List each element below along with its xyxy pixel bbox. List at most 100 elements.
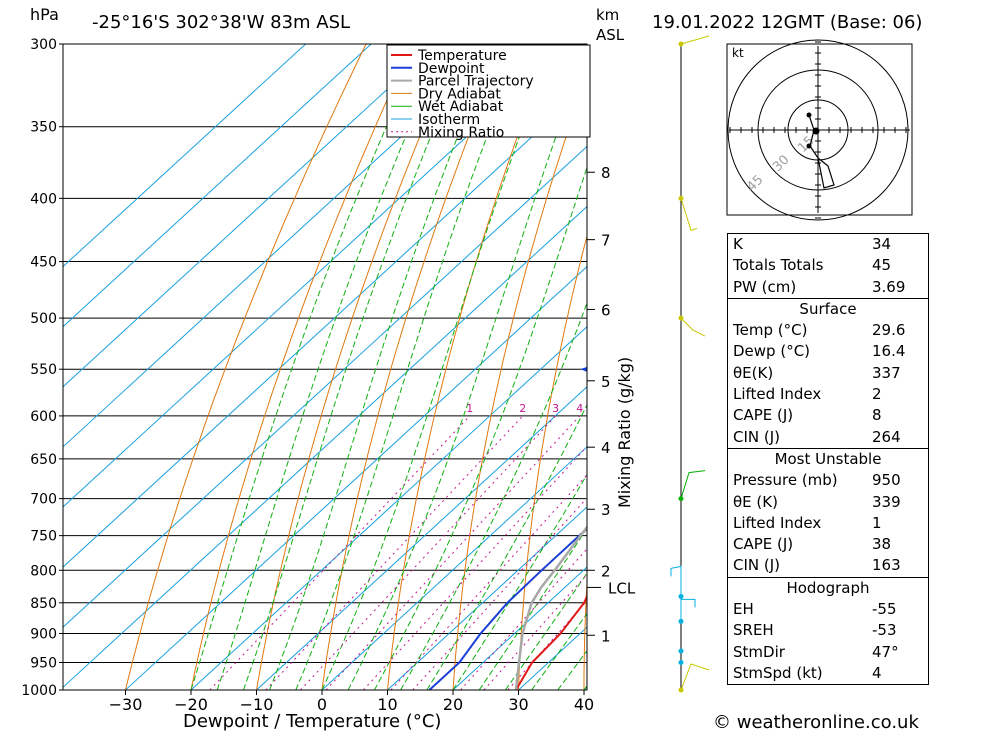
wet-adiabat-line <box>295 44 524 690</box>
temperature-line <box>515 593 587 690</box>
surface-row: CIN (J) 264 <box>728 427 928 448</box>
legend-item-label: Isotherm <box>418 112 480 128</box>
most-unstable-section-title: Most Unstable <box>728 447 928 470</box>
index-value: 3.69 <box>872 277 906 296</box>
x-tick-label: 40 <box>574 695 594 714</box>
km-tick-label: 4 <box>601 439 611 457</box>
mixing-ratio-label: 1 <box>466 402 473 415</box>
skewt-grid <box>63 44 977 690</box>
pressure-tick-label: 350 <box>30 120 57 136</box>
mixing-ratio-line <box>300 415 556 690</box>
index-label: Lifted Index <box>733 513 822 532</box>
x-tick-label: 10 <box>377 695 397 714</box>
hodograph-storm-motion <box>812 127 820 135</box>
wind-level-dot <box>678 195 684 201</box>
legend-item-label: Parcel Trajectory <box>418 74 534 90</box>
datetime-title: 19.01.2022 12GMT (Base: 06) <box>652 12 922 33</box>
index-label: CIN (J) <box>733 556 781 575</box>
mixing-ratio-line <box>390 474 587 690</box>
index-label: EH <box>733 600 754 619</box>
wind-barb <box>680 663 710 691</box>
mixing-ratio-label: 8 <box>637 402 644 415</box>
index-label: CAPE (J) <box>733 406 794 425</box>
wind-level-dot <box>678 618 684 624</box>
pressure-tick-label: 800 <box>30 563 57 579</box>
dry-adiabat-line <box>387 44 553 690</box>
hodograph-row: EH -55 <box>728 599 928 620</box>
wet-adiabat-line <box>347 49 587 690</box>
pressure-tick-label: 950 <box>30 655 57 671</box>
hodograph-point <box>806 112 812 118</box>
index-row-tt: Totals Totals 45 <box>728 255 928 276</box>
isotherm-line <box>63 44 306 268</box>
wind-level-dot <box>678 593 684 599</box>
altitude-unit-label-2: ASL <box>596 26 625 44</box>
wet-adiabat-line <box>269 44 496 690</box>
pressure-tick-label: 500 <box>30 311 57 327</box>
index-label: Dewp (°C) <box>733 342 811 361</box>
skewt-axes: 3003504004505005506006507007508008509009… <box>21 37 635 714</box>
plot-frame <box>62 43 588 691</box>
isotherm-line <box>125 265 587 690</box>
x-tick-label: −30 <box>109 695 143 714</box>
parcel-trajectory-line <box>514 525 587 690</box>
mixing-ratio-label: 2 <box>519 402 526 415</box>
index-value: 8 <box>872 406 882 425</box>
index-row-k: K 34 <box>728 234 928 255</box>
mixing-ratio-line <box>362 445 587 690</box>
isotherm-line <box>63 145 587 628</box>
index-value: 34 <box>872 235 892 253</box>
pressure-tick-label: 550 <box>30 362 57 378</box>
index-value: -55 <box>872 600 897 619</box>
wind-level-dot <box>678 659 684 665</box>
mixing-ratio-label: 10 <box>655 402 669 415</box>
wind-level-dot <box>678 648 684 654</box>
lcl-label: LCL <box>608 579 636 597</box>
km-tick-label: 7 <box>601 232 611 250</box>
dry-adiabat-line <box>321 44 506 690</box>
km-tick-label: 1 <box>601 627 611 645</box>
index-value: 950 <box>872 471 901 490</box>
dry-adiabat-line <box>943 44 977 690</box>
legend-item-label: Temperature <box>417 48 507 64</box>
pressure-tick-label: 1000 <box>21 683 57 699</box>
isotherm-line <box>190 326 587 690</box>
km-tick-label: 6 <box>601 301 611 319</box>
isotherm-line <box>63 44 437 388</box>
index-value: 264 <box>872 427 901 446</box>
x-tick-label: 20 <box>443 695 463 714</box>
surface-row: θE(K) 337 <box>728 363 928 384</box>
mixing-ratio-line <box>507 599 587 690</box>
wind-level-dot <box>678 496 684 502</box>
index-label: PW (cm) <box>733 277 797 296</box>
index-value: 45 <box>872 256 892 275</box>
mixing-ratio-label: 16 <box>699 402 713 415</box>
wind-barb-profile <box>670 35 710 693</box>
index-value: 38 <box>872 535 892 554</box>
index-value: 163 <box>872 556 901 575</box>
skewt-series: 12346810162025 <box>428 366 713 690</box>
legend-item-label: Mixing Ratio <box>418 125 504 141</box>
x-axis-title: Dewpoint / Temperature (°C) <box>183 711 441 732</box>
isotherm-line <box>452 566 587 690</box>
x-tick-label: −10 <box>240 695 274 714</box>
pressure-tick-label: 900 <box>30 626 57 642</box>
isotherm-line <box>63 205 587 688</box>
km-tick-label: 3 <box>601 501 611 519</box>
index-value: -53 <box>872 621 897 640</box>
wind-barb <box>680 470 706 499</box>
wet-adiabat-line <box>531 612 587 690</box>
copyright-footer: © weatheronline.co.uk <box>713 712 919 733</box>
dry-adiabat-line <box>452 73 587 690</box>
most-unstable-row: Lifted Index 1 <box>728 513 928 534</box>
wet-adiabat-line <box>400 301 587 690</box>
wind-barb <box>680 598 696 622</box>
mixing-ratio-axis-title: Mixing Ratio (g/kg) <box>615 357 634 508</box>
pressure-tick-label: 400 <box>30 191 57 207</box>
index-value: 1 <box>872 513 882 532</box>
legend-item-label: Wet Adiabat <box>418 99 504 115</box>
index-row-pw: PW (cm) 3.69 <box>728 277 928 298</box>
dry-adiabat-line <box>648 44 737 690</box>
